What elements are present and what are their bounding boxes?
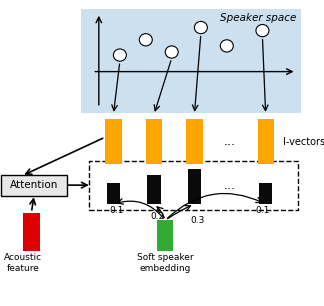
- FancyBboxPatch shape: [89, 161, 298, 210]
- FancyBboxPatch shape: [188, 169, 201, 204]
- Text: Attention: Attention: [10, 180, 58, 190]
- FancyBboxPatch shape: [23, 213, 40, 251]
- Circle shape: [194, 21, 207, 34]
- Circle shape: [139, 34, 152, 46]
- Text: I-vectors: I-vectors: [284, 136, 324, 147]
- Text: 0.2: 0.2: [150, 212, 164, 221]
- Circle shape: [220, 40, 233, 52]
- Circle shape: [256, 24, 269, 37]
- Text: Soft speaker
embedding: Soft speaker embedding: [137, 253, 193, 273]
- FancyBboxPatch shape: [81, 9, 301, 113]
- Text: Speaker space: Speaker space: [220, 13, 296, 23]
- Circle shape: [113, 49, 126, 61]
- FancyBboxPatch shape: [147, 175, 161, 204]
- Text: ...: ...: [224, 179, 236, 192]
- Text: ...: ...: [224, 135, 236, 148]
- Text: 0.1: 0.1: [110, 206, 124, 215]
- FancyBboxPatch shape: [157, 220, 173, 251]
- FancyBboxPatch shape: [146, 119, 162, 164]
- FancyBboxPatch shape: [107, 183, 120, 204]
- Text: 0.3: 0.3: [191, 216, 205, 225]
- Circle shape: [165, 46, 178, 58]
- FancyBboxPatch shape: [259, 183, 272, 204]
- Text: Acoustic
feature: Acoustic feature: [4, 253, 42, 273]
- FancyBboxPatch shape: [105, 119, 122, 164]
- Text: 0.1: 0.1: [255, 206, 270, 215]
- FancyBboxPatch shape: [1, 175, 67, 196]
- FancyBboxPatch shape: [186, 119, 202, 164]
- FancyBboxPatch shape: [258, 119, 274, 164]
